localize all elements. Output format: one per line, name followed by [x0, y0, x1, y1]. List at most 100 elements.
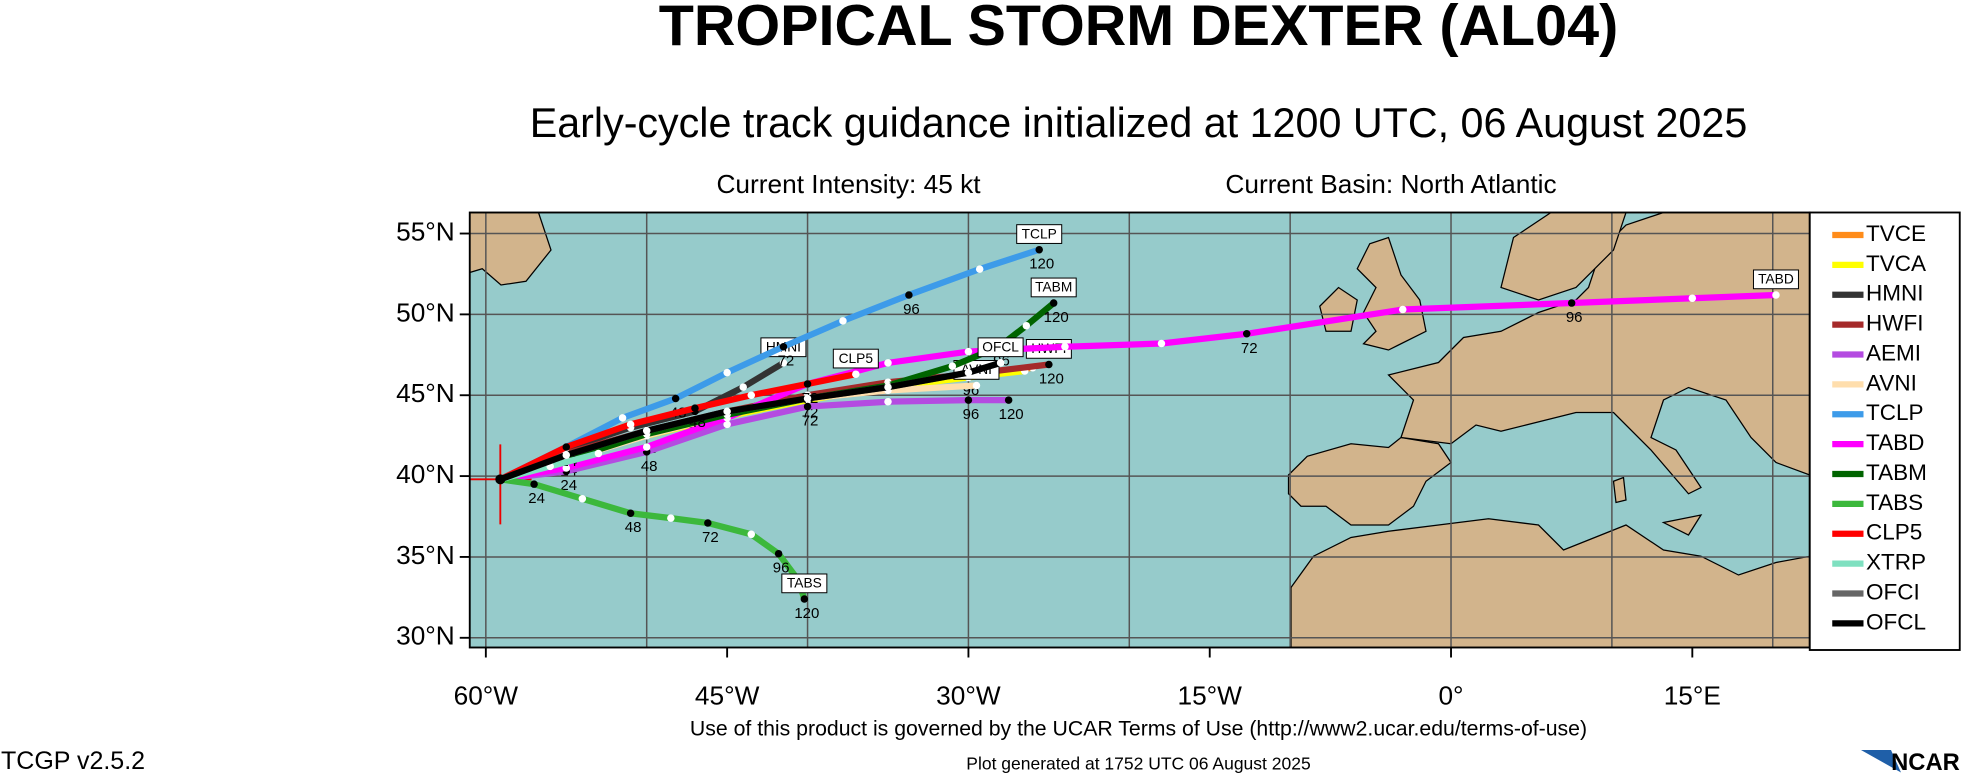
track-point — [667, 514, 675, 522]
track-point — [594, 449, 603, 458]
iberia — [1287, 436, 1452, 526]
legend-label: TCLP — [1866, 400, 1924, 425]
track-tag: TABM — [1035, 280, 1072, 295]
track-point — [723, 407, 731, 416]
track-point — [964, 347, 973, 356]
x-tick-label: 60°W — [454, 680, 519, 710]
track-line — [497, 359, 1004, 483]
track-point — [1035, 245, 1043, 254]
track-point — [800, 595, 809, 603]
track-point — [642, 427, 651, 435]
hour-label: 120 — [794, 605, 819, 622]
track-line — [497, 396, 1012, 483]
track-point — [530, 480, 538, 488]
track-point — [884, 383, 892, 391]
track-point — [671, 394, 680, 403]
track-point — [964, 396, 973, 404]
track-point — [964, 368, 973, 377]
track-point — [1567, 299, 1576, 307]
track-tag: OFCL — [982, 340, 1019, 355]
track-tag-box — [1752, 269, 1799, 290]
terms: Use of this product is governed by the U… — [690, 717, 1587, 741]
legend-label: OFCI — [1866, 579, 1920, 604]
land — [469, 212, 1810, 648]
track-tag: TABD — [1758, 272, 1794, 287]
legend-label: TVCE — [1866, 221, 1926, 246]
track-point — [972, 381, 981, 390]
sardinia — [1612, 476, 1627, 504]
sicily — [1661, 514, 1703, 536]
track-tag: CLP5 — [839, 351, 874, 366]
hour-label: 96 — [903, 301, 920, 318]
x-tick-label: 15°W — [1177, 680, 1242, 710]
intensity: Current Intensity: 45 kt — [716, 169, 981, 199]
track-point — [779, 342, 788, 351]
track-point — [704, 519, 712, 527]
track-point — [618, 414, 627, 422]
basin: Current Basin: North Atlantic — [1225, 169, 1556, 199]
track-point — [852, 370, 860, 378]
generated: Plot generated at 1752 UTC 06 August 202… — [966, 754, 1310, 774]
track-point — [803, 394, 812, 403]
hour-label: 96 — [1566, 309, 1583, 326]
hour-label: 72 — [778, 353, 795, 370]
track-line — [497, 246, 1043, 483]
track-point — [905, 291, 913, 299]
y-tick-label: 50°N — [396, 297, 455, 327]
track-tag: TABS — [787, 576, 822, 591]
hour-label: 24 — [560, 477, 577, 494]
track-tag: TCLP — [1022, 226, 1057, 241]
hour-label: 120 — [1039, 370, 1064, 387]
britain — [1356, 236, 1427, 351]
track-point — [839, 317, 847, 325]
start-point — [495, 474, 506, 485]
track-point — [1688, 294, 1697, 302]
africa — [1290, 518, 1810, 648]
track-point — [626, 509, 635, 518]
track-point — [1045, 360, 1053, 369]
legend-label: AEMI — [1866, 340, 1921, 365]
track-point — [803, 402, 812, 411]
x-tick-label: 15°E — [1664, 680, 1721, 710]
track-point — [774, 549, 783, 558]
legend-label: TABD — [1866, 430, 1924, 455]
legend-label: OFCL — [1866, 609, 1926, 634]
track-point — [948, 362, 957, 370]
y-tick-label: 35°N — [396, 540, 455, 570]
track-point — [803, 380, 812, 388]
legend-label: HWFI — [1866, 311, 1923, 336]
y-tick-label: 55°N — [396, 216, 455, 246]
x-tick-label: 0° — [1438, 680, 1463, 710]
track-tag-box — [977, 337, 1024, 358]
x-tick-label: 30°W — [936, 680, 1001, 710]
legend-label: HMNI — [1866, 281, 1924, 306]
legend-label: CLP5 — [1866, 520, 1922, 545]
track-point — [747, 530, 756, 539]
hour-label: 72 — [1241, 340, 1258, 357]
track-point — [1049, 299, 1058, 307]
hour-label: 24 — [528, 490, 545, 507]
hour-label: 120 — [999, 406, 1024, 423]
hour-label: 120 — [1029, 256, 1054, 273]
legend-label: XTRP — [1866, 550, 1926, 575]
y-tick-label: 45°N — [396, 378, 455, 408]
newfoundland — [469, 212, 552, 286]
track-point — [1399, 305, 1407, 314]
legend-label: TABM — [1866, 460, 1927, 485]
track-point — [1004, 396, 1013, 404]
track-point — [562, 443, 571, 451]
hour-label: 72 — [702, 529, 719, 546]
hour-label: 48 — [641, 458, 658, 475]
legend-label: AVNI — [1866, 370, 1917, 395]
track-point — [723, 420, 731, 429]
track-point — [578, 494, 587, 503]
track-point — [562, 451, 571, 459]
x-tick-label: 45°W — [695, 680, 760, 710]
chart-subtitle: Early-cycle track guidance initialized a… — [530, 100, 1748, 146]
track-point — [691, 404, 699, 412]
hour-label: 96 — [963, 406, 980, 423]
track-point — [975, 265, 984, 273]
europe — [1387, 212, 1810, 495]
track-line — [497, 476, 808, 603]
